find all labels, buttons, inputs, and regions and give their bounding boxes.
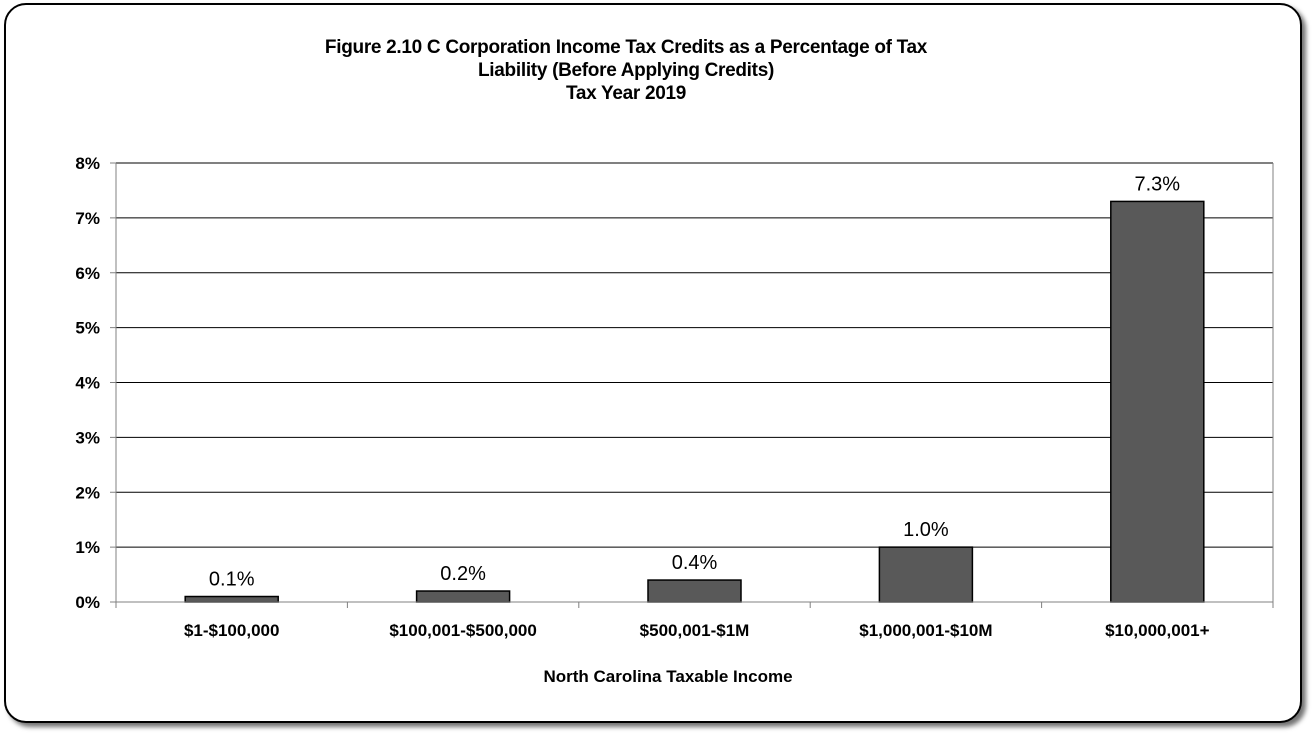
chart-title-line-3: Tax Year 2019 <box>565 83 687 104</box>
y-tick-label: 3% <box>75 428 100 447</box>
x-tick-label: $500,001-$1M <box>640 621 750 640</box>
y-tick-label: 2% <box>75 483 100 502</box>
y-tick-label: 0% <box>75 593 100 612</box>
data-label: 0.1% <box>209 569 255 591</box>
y-tick-label: 6% <box>75 264 100 283</box>
y-tick-label: 1% <box>75 538 100 557</box>
x-tick-label: $100,001-$500,000 <box>389 621 536 640</box>
x-tick-label: $1-$100,000 <box>184 621 279 640</box>
y-tick-label: 8% <box>75 154 100 173</box>
x-tick-label: $10,000,001+ <box>1105 621 1210 640</box>
bar <box>647 579 742 603</box>
y-tick-label: 4% <box>75 374 100 393</box>
chart-title-line-2: Liability (Before Applying Credits) <box>478 60 774 81</box>
chart-title-line-1: Figure 2.10 C Corporation Income Tax Cre… <box>324 37 928 58</box>
chart-frame <box>4 3 1302 723</box>
data-label: 7.3% <box>1135 173 1181 195</box>
x-axis-title: North Carolina Taxable Income <box>543 667 792 686</box>
y-tick-label: 5% <box>75 319 100 338</box>
labels: 0% 1% 2% 3% 4% 5% 6% 7% 8% 0.1% $1-$100,000 0.2% $10… <box>75 154 1209 640</box>
gridlines <box>116 162 1273 548</box>
y-tick-label: 7% <box>75 209 100 228</box>
bars <box>184 200 1205 603</box>
bar <box>415 590 511 603</box>
data-label: 0.4% <box>672 552 718 574</box>
bar <box>878 546 974 603</box>
axes <box>110 162 1274 608</box>
data-label: 1.0% <box>903 519 949 541</box>
data-label: 0.2% <box>440 563 486 585</box>
chart-title: Figure 2.10 C Corporation Income Tax Cre… <box>0 36 1252 105</box>
x-tick-label: $1,000,001-$10M <box>859 621 992 640</box>
bar <box>1110 200 1205 603</box>
bar <box>184 595 279 603</box>
